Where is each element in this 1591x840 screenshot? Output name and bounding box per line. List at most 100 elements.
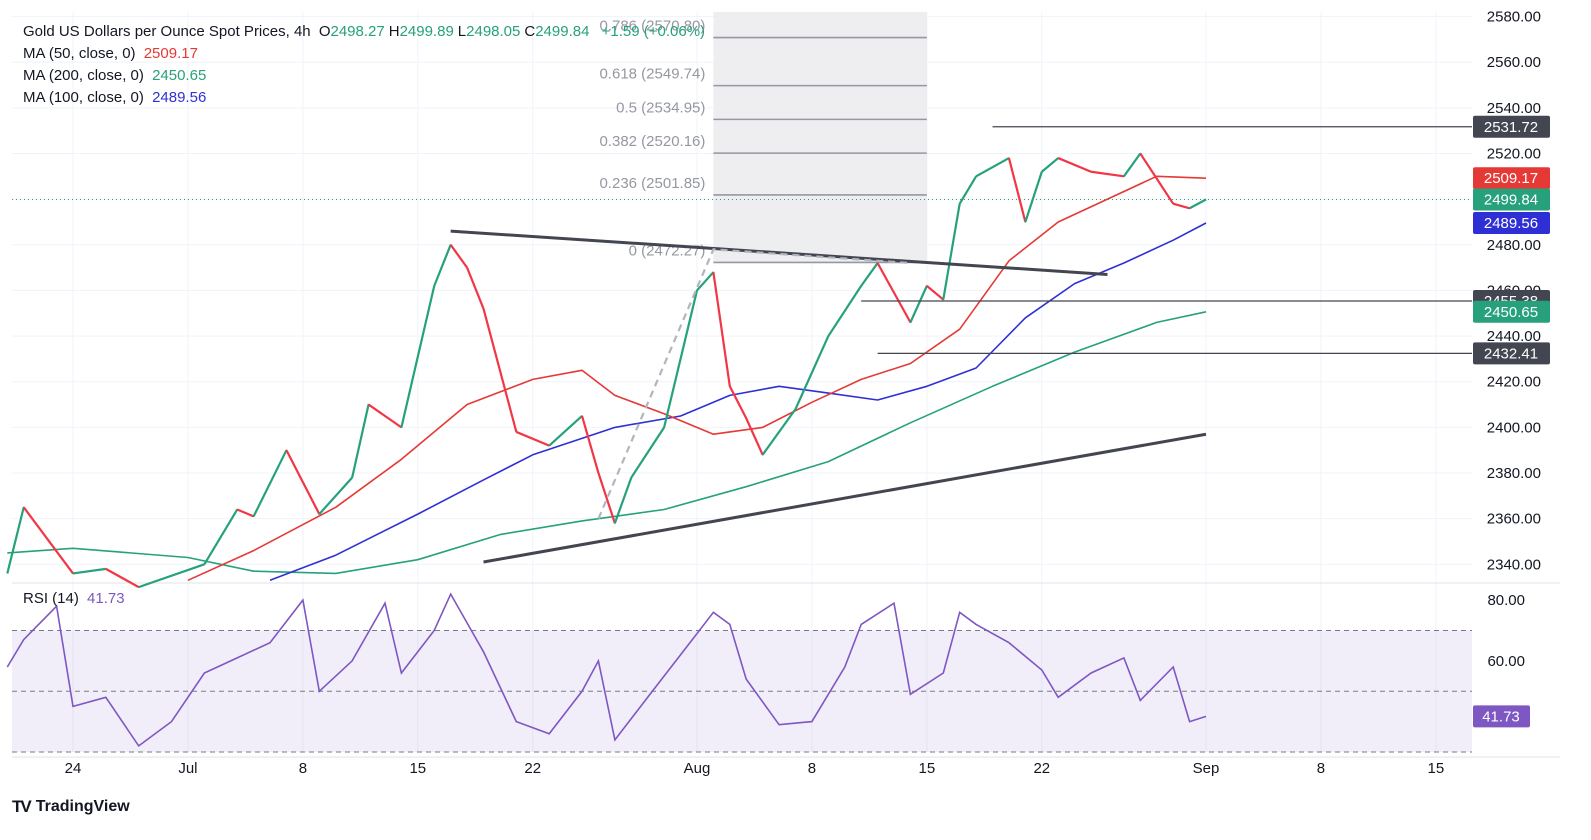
price-segment <box>466 267 485 310</box>
price-badge <box>1473 300 1550 323</box>
fib-level-label: 0.618 (2549.74) <box>599 66 705 83</box>
ma50-value: 2509.17 <box>143 45 198 62</box>
price-tick-label: 2380.00 <box>1487 465 1541 482</box>
price-segment <box>580 415 600 474</box>
ma50-legend[interactable]: MA (50, close, 0) 2509.17 <box>23 45 202 62</box>
price-badge <box>1473 342 1550 365</box>
tradingview-brand[interactable]: TV TradingView <box>12 797 130 817</box>
trendline <box>483 432 1207 564</box>
price-badge-label: 2450.65 <box>1484 304 1538 321</box>
time-tick-label: 8 <box>299 760 307 777</box>
price-badge-label: 2509.17 <box>1484 170 1538 187</box>
time-tick-label: 8 <box>808 760 816 777</box>
ma200-label: MA (200, close, 0) <box>23 67 144 84</box>
price-segment <box>1041 157 1059 173</box>
time-tick-label: Jul <box>178 760 197 777</box>
axis-badges: 2531.722509.172499.842489.562455.382450.… <box>1473 115 1550 728</box>
price-tick-label: 2360.00 <box>1487 511 1541 528</box>
brand-name: TradingView <box>35 798 130 815</box>
price-segment <box>351 404 370 478</box>
price-segment <box>203 508 239 565</box>
price-segment <box>482 308 518 433</box>
rsi-legend[interactable]: RSI (14) 41.73 <box>23 590 129 607</box>
ma200-line <box>7 311 1207 575</box>
price-segment <box>613 477 633 524</box>
time-tick-label: 8 <box>1317 760 1325 777</box>
price-segment <box>794 335 830 410</box>
ma50-line <box>187 175 1207 582</box>
price-segment <box>367 403 403 429</box>
ohlc-key-o: O <box>318 23 331 40</box>
price-segment <box>1057 157 1092 173</box>
price-segment <box>1024 171 1043 223</box>
ohlc-value-l: 2498.05 <box>466 23 521 40</box>
price-segment <box>1189 198 1207 210</box>
ohlc-key-l: L <box>457 23 467 40</box>
price-segment <box>252 449 288 517</box>
price-segment <box>761 408 797 456</box>
ma200-value: 2450.65 <box>152 67 207 84</box>
ma50-series <box>187 175 1207 582</box>
price-badge-label: 2531.72 <box>1484 119 1538 136</box>
price-tick-label: 2560.00 <box>1487 54 1541 71</box>
price-segment <box>958 175 978 205</box>
price-segment <box>630 426 666 479</box>
price-segment <box>926 285 944 301</box>
rsi-value: 41.73 <box>87 590 125 607</box>
time-tick-label: Sep <box>1193 760 1220 777</box>
price-badge-label: 2499.84 <box>1484 192 1538 209</box>
price-segment <box>745 417 764 456</box>
price-segment <box>6 506 25 574</box>
price-segment <box>318 476 353 515</box>
rsi-badge-label: 41.73 <box>1482 708 1520 725</box>
price-segment <box>876 262 912 323</box>
drawings[interactable] <box>12 126 1472 564</box>
price-change: +1.59 (+0.06%) <box>601 23 706 40</box>
price-badge <box>1473 115 1550 138</box>
fib-shaded-area <box>713 12 927 263</box>
price-segment <box>105 567 140 589</box>
time-tick-label: 24 <box>65 760 82 777</box>
price-segment <box>1007 157 1027 223</box>
time-tick-label: 15 <box>919 760 936 777</box>
fib-level-label: 0.5 (2534.95) <box>616 99 705 116</box>
time-tick-label: 22 <box>524 760 541 777</box>
price-segment <box>975 157 1010 178</box>
fib-level-label: 0.382 (2520.16) <box>599 133 705 150</box>
price-segment <box>138 563 205 589</box>
rsi-label: RSI (14) <box>23 590 79 607</box>
price-badge <box>1473 211 1550 234</box>
price-badge-label: 2432.41 <box>1484 345 1538 362</box>
price-segment <box>1172 202 1190 210</box>
ma100-value: 2489.56 <box>152 89 207 106</box>
rsi-pane <box>6 582 1560 753</box>
rsi-tick-label: 80.00 <box>1487 592 1525 609</box>
price-tick-label: 2480.00 <box>1487 237 1541 254</box>
ma100-label: MA (100, close, 0) <box>23 89 144 106</box>
rsi-badge <box>1473 705 1530 728</box>
price-segment <box>860 262 879 287</box>
symbol-legend: Gold US Dollars per Ounce Spot Prices, 4… <box>23 23 709 40</box>
rsi-tick-label: 60.00 <box>1487 653 1525 670</box>
ma200-series <box>7 311 1207 575</box>
price-segment <box>909 285 928 323</box>
price-segment <box>827 285 863 337</box>
price-tick-label: 2540.00 <box>1487 100 1541 117</box>
price-tick-label: 2440.00 <box>1487 328 1541 345</box>
price-segment <box>1123 152 1142 177</box>
fibonacci-retracement[interactable]: 0.786 (2570.80) 0.618 (2549.74) 0.5 (2534.… <box>599 12 927 264</box>
time-tick-label: 22 <box>1033 760 1050 777</box>
fib-level-label: 0.236 (2501.85) <box>599 175 705 192</box>
price-segment <box>72 567 106 575</box>
price-segment <box>942 203 961 300</box>
price-tick-label: 2520.00 <box>1487 146 1541 163</box>
ohlc-values: O2498.27 H2499.89 L2498.05 C2499.84 <box>319 23 594 40</box>
ma200-legend[interactable]: MA (200, close, 0) 2450.65 <box>23 67 210 84</box>
ma100-legend[interactable]: MA (100, close, 0) 2489.56 <box>23 89 210 106</box>
price-segment <box>728 385 748 419</box>
time-tick-label: 15 <box>409 760 426 777</box>
ohlc-key-c: C <box>524 23 536 40</box>
price-badge <box>1473 188 1550 211</box>
fib-level-label: 0.786 (2570.80) <box>599 18 705 35</box>
